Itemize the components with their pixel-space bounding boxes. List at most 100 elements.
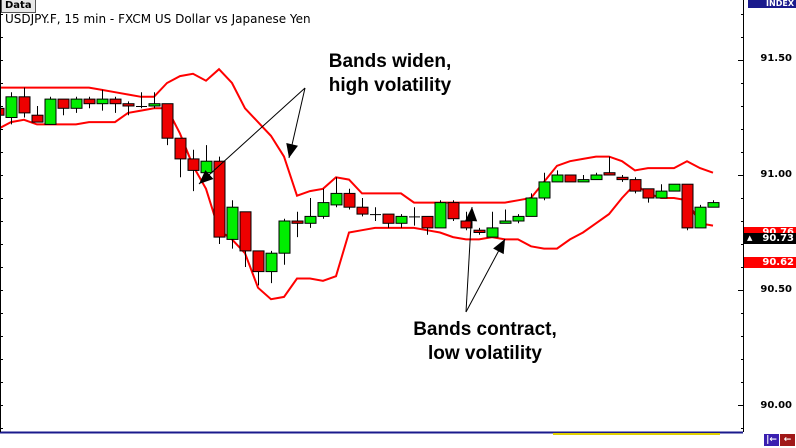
- candle-body-down: [603, 172, 616, 176]
- candle-body-down: [356, 206, 369, 215]
- candle: [447, 200, 460, 221]
- candle: [18, 87, 31, 118]
- data-tab[interactable]: Data: [1, 0, 36, 13]
- candle: [57, 98, 70, 116]
- candle-body-down: [83, 98, 96, 105]
- price-tag-lower-band: 90.62: [744, 257, 796, 268]
- arrow-contract-lower-head-icon: [493, 239, 505, 255]
- candle-body-up: [512, 215, 525, 222]
- candle: [655, 184, 668, 199]
- candle: [577, 175, 590, 183]
- candle: [109, 96, 122, 113]
- candle-body-down: [681, 183, 694, 229]
- candle-body-up: [655, 190, 668, 199]
- candle: [370, 207, 381, 221]
- price-tag-upper-band: 90.76: [744, 227, 796, 233]
- arrow-widen-lower: [198, 87, 306, 185]
- y-tick-label: 90.00: [760, 400, 792, 411]
- jump-to-start-button[interactable]: |←: [764, 434, 779, 446]
- candle-body-down: [343, 192, 356, 208]
- candle: [356, 198, 369, 217]
- annotation-contract-line1: Bands contract,: [413, 319, 557, 340]
- candle-body-down: [109, 98, 122, 105]
- candle: [0, 107, 5, 116]
- candle: [291, 211, 304, 238]
- candle-body-up: [525, 197, 538, 217]
- candle-body-down: [629, 179, 642, 192]
- candle: [187, 149, 200, 192]
- candle-body-up: [5, 96, 18, 119]
- candle-body-down: [291, 220, 304, 224]
- candle-body-up: [499, 220, 512, 224]
- y-tick-label: 91.50: [760, 53, 792, 64]
- y-tick-label: 91.00: [760, 169, 792, 180]
- candle: [642, 188, 655, 203]
- candle: [421, 215, 434, 235]
- candle: [44, 96, 57, 125]
- candle-body-up: [577, 179, 590, 183]
- candle-body-up: [148, 103, 161, 107]
- candle: [31, 106, 44, 123]
- candle: [278, 218, 291, 265]
- lower-band-line: [0, 107, 714, 301]
- candle: [70, 96, 83, 113]
- candle: [486, 211, 499, 238]
- candle-body-up: [44, 98, 57, 125]
- candle-body-up: [694, 206, 707, 229]
- candle-body-down: [57, 98, 70, 109]
- candle-body-down: [382, 213, 395, 224]
- candle: [83, 96, 96, 109]
- candle: [265, 250, 278, 284]
- candle: [226, 200, 239, 249]
- candle: [161, 103, 174, 146]
- candle-body-up: [551, 174, 564, 183]
- candle: [213, 156, 226, 244]
- candle: [551, 170, 564, 183]
- candle: [122, 101, 135, 116]
- candle-body-up: [538, 181, 551, 199]
- candle: [538, 172, 551, 201]
- candle-body-up: [304, 215, 317, 224]
- candle-body-up: [265, 252, 278, 273]
- candle-body-down: [213, 160, 226, 238]
- candle: [603, 156, 616, 176]
- candle-body-down: [473, 229, 486, 233]
- candle-body-down: [31, 114, 44, 123]
- candle: [395, 214, 408, 228]
- candle-body-up: [226, 206, 239, 240]
- candle-body-up: [317, 202, 330, 217]
- candle: [148, 92, 161, 109]
- candle: [136, 92, 147, 109]
- candle-body-up: [434, 202, 447, 229]
- candle-body-down: [187, 158, 200, 171]
- arrow-contract-upper: [465, 206, 473, 313]
- candle: [460, 211, 473, 231]
- chart-title: USDJPY.F, 15 min - FXCM US Dollar vs Jap…: [5, 12, 311, 26]
- candle: [616, 175, 629, 182]
- candle-body-down: [564, 174, 577, 183]
- candle-body-up: [278, 220, 291, 254]
- candle-body-down: [252, 250, 265, 273]
- arrow-widen-lower-head-icon: [199, 170, 214, 184]
- candle: [5, 92, 18, 125]
- candle: [707, 200, 720, 208]
- candles: [0, 87, 720, 286]
- scroll-left-icon: ←: [783, 435, 792, 445]
- candle: [200, 145, 213, 174]
- candle-body-up: [486, 227, 499, 238]
- candle: [96, 89, 109, 111]
- scroll-left-button[interactable]: ←: [780, 434, 795, 446]
- candle: [434, 200, 447, 229]
- annotation-widen: Bands widen, high volatility: [300, 50, 480, 98]
- candle: [239, 211, 252, 267]
- jump-to-start-icon: |←: [766, 435, 777, 445]
- y-tick-label: 90.50: [760, 284, 792, 295]
- candle: [681, 183, 694, 231]
- candle-body-down: [239, 211, 252, 252]
- upper-band-line: [0, 67, 714, 204]
- annotation-widen-line1: Bands widen,: [328, 51, 452, 72]
- price-tag-last: ▲ 90.73: [744, 233, 796, 244]
- candle-body-up: [96, 98, 109, 105]
- candle: [304, 198, 317, 228]
- candle: [590, 172, 603, 181]
